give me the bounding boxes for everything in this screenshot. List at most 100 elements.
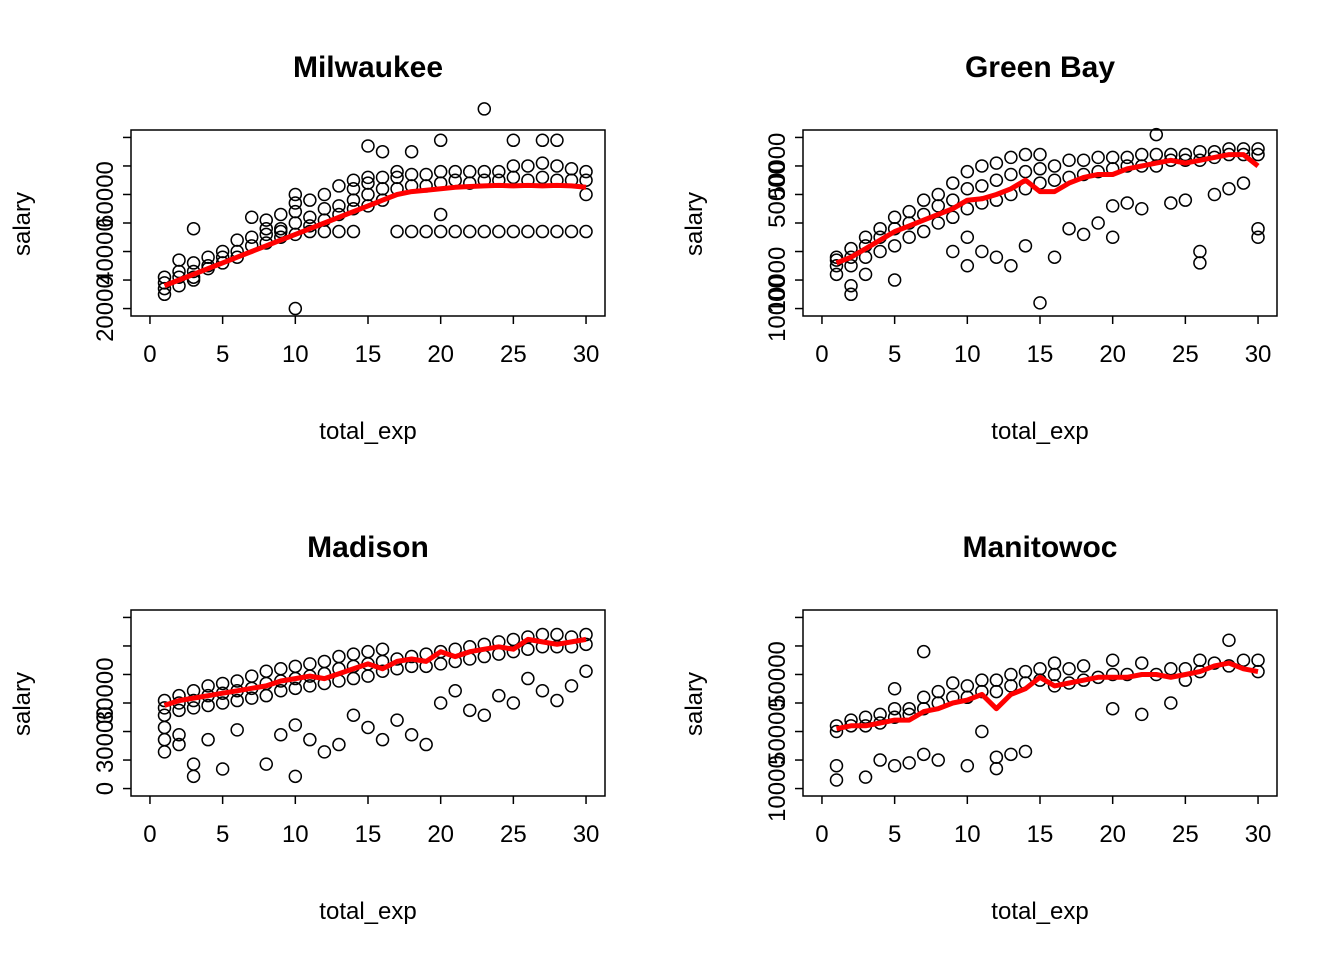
data-point (550, 693, 564, 708)
data-point (1193, 653, 1207, 667)
data-point (186, 757, 201, 771)
data-point (975, 724, 989, 739)
data-point (902, 230, 916, 245)
data-point (390, 713, 404, 727)
data-point (989, 684, 1004, 699)
data-point (989, 750, 1004, 764)
x-tick-label: 25 (1172, 821, 1199, 848)
data-point (960, 259, 975, 273)
data-point (506, 170, 521, 185)
data-point (288, 681, 303, 696)
data-point (535, 156, 550, 170)
y-tick-label: 10000 (764, 275, 791, 342)
data-point (1222, 633, 1236, 648)
y-tick-label: 10000 (764, 247, 791, 314)
data-point (829, 259, 844, 273)
data-point (1105, 653, 1120, 667)
data-point (303, 193, 317, 207)
data-point (1033, 162, 1047, 176)
data-point (477, 224, 492, 239)
data-point (873, 244, 887, 259)
data-point (346, 224, 361, 239)
data-point (1047, 173, 1062, 187)
data-point (215, 676, 230, 691)
data-point (1207, 187, 1222, 202)
data-point (506, 159, 521, 173)
data-point (1018, 147, 1033, 162)
y-axis-label: salary (9, 192, 36, 256)
data-point (829, 758, 844, 773)
data-point (1047, 159, 1062, 173)
data-point (1222, 182, 1236, 196)
data-point (975, 179, 989, 193)
data-point (288, 301, 303, 316)
data-point (1105, 150, 1120, 165)
data-point (1018, 744, 1033, 759)
data-point (579, 637, 593, 652)
data-point (375, 182, 390, 196)
data-point (375, 170, 390, 185)
x-tick-label: 0 (143, 341, 156, 368)
data-point (404, 167, 419, 182)
y-tick-label: 30000 (92, 706, 119, 773)
data-point (332, 179, 346, 193)
data-point (259, 664, 273, 678)
data-point (332, 224, 346, 239)
data-point (157, 732, 172, 747)
data-point (201, 732, 215, 747)
data-point (346, 671, 361, 686)
data-point (361, 139, 375, 153)
data-point (288, 187, 303, 202)
data-point (1135, 201, 1149, 216)
trend-line (163, 182, 587, 289)
data-point (448, 684, 462, 698)
data-point (1004, 259, 1018, 273)
data-point (887, 210, 902, 225)
x-axis-label: total_exp (319, 418, 416, 445)
data-point (186, 221, 201, 236)
data-point (975, 244, 989, 259)
data-point (492, 688, 506, 703)
data-point (858, 710, 873, 725)
data-point (579, 224, 593, 239)
data-point (492, 164, 506, 179)
data-point (887, 681, 902, 696)
data-point (902, 204, 916, 219)
data-point (433, 133, 448, 148)
data-point (332, 649, 346, 664)
data-point (172, 703, 186, 718)
panel-madison: Madison total_exp salary 0 5 10 15 20 25 30 0 30… (9, 531, 606, 925)
x-axis-label: total_exp (991, 898, 1088, 925)
data-point (259, 221, 273, 236)
y-tick-label: 10000 (764, 755, 791, 822)
x-axis-label: total_exp (319, 898, 416, 925)
data-point (1062, 153, 1076, 168)
data-point (902, 701, 916, 716)
data-point (390, 224, 404, 239)
data-point (1105, 199, 1120, 213)
data-point (946, 244, 960, 259)
data-point (916, 193, 931, 207)
data-point (332, 199, 346, 213)
data-point (579, 164, 593, 179)
data-point (419, 737, 433, 752)
data-point (1033, 296, 1047, 310)
data-point (887, 239, 902, 253)
data-point (157, 701, 172, 715)
data-point (989, 156, 1004, 170)
data-point (887, 710, 902, 725)
data-point (887, 701, 902, 716)
data-point (975, 159, 989, 173)
data-point (1251, 653, 1265, 667)
y-tick-label: 50000 (764, 161, 791, 228)
data-point (274, 684, 288, 698)
data-point (946, 210, 960, 225)
data-point (564, 679, 579, 693)
data-point (1091, 216, 1105, 230)
data-point (1004, 167, 1018, 182)
data-point (1018, 239, 1033, 253)
x-tick-label: 0 (815, 341, 828, 368)
data-point (215, 762, 230, 776)
data-point (960, 164, 975, 179)
data-point (433, 657, 448, 671)
